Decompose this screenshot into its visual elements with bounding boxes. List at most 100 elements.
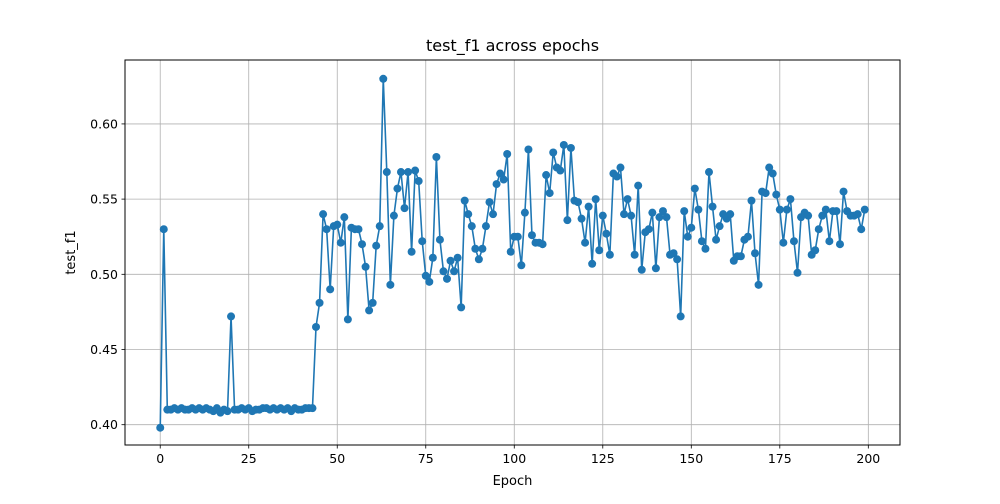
data-point [354, 225, 363, 234]
y-tick-label: 0.45 [90, 342, 118, 357]
ticks-layer: 0 25 50 75 100 125 150 175 200 0.40 0.45 0.50 0.55 0.… [90, 116, 880, 466]
data-point [418, 237, 427, 246]
x-tick-label: 25 [241, 451, 257, 466]
data-point [715, 222, 724, 231]
data-point [389, 211, 398, 220]
data-point [340, 213, 349, 222]
x-tick-label: 150 [679, 451, 703, 466]
data-point [450, 267, 459, 276]
data-point [156, 423, 165, 432]
data-point [818, 211, 827, 220]
data-point [524, 145, 533, 154]
data-point [358, 240, 367, 249]
data-point [786, 195, 795, 204]
data-point [563, 216, 572, 225]
data-point [768, 169, 777, 178]
data-point [726, 210, 735, 219]
data-point [425, 277, 434, 286]
data-point [680, 207, 689, 216]
data-point [860, 205, 869, 214]
data-point [644, 225, 653, 234]
data-point [322, 225, 331, 234]
data-point [811, 246, 820, 255]
data-point [779, 238, 788, 247]
data-point [853, 210, 862, 219]
grid-layer [125, 60, 900, 445]
data-point [687, 223, 696, 232]
data-point [627, 211, 636, 220]
data-point [835, 240, 844, 249]
data-point [556, 166, 565, 175]
data-point [616, 163, 625, 172]
data-point [584, 202, 593, 211]
data-point [712, 235, 721, 244]
data-point [223, 407, 232, 416]
data-point [651, 264, 660, 273]
data-point [503, 149, 512, 158]
data-point [704, 168, 713, 177]
data-point [623, 195, 632, 204]
data-point [637, 265, 646, 274]
data-point [782, 205, 791, 214]
data-point [312, 322, 321, 331]
chart-title: test_f1 across epochs [426, 36, 599, 56]
data-point [499, 175, 508, 184]
data-point [821, 205, 830, 214]
series-layer [156, 74, 869, 432]
data-point [365, 306, 374, 315]
y-tick-label: 0.40 [90, 417, 118, 432]
data-point [598, 211, 607, 220]
data-point [857, 225, 866, 234]
data-point [315, 298, 324, 307]
data-point [574, 198, 582, 207]
data-point [789, 237, 798, 246]
y-tick-label: 0.60 [90, 116, 118, 131]
x-tick-label: 200 [856, 451, 880, 466]
data-point [336, 238, 345, 247]
data-point [489, 210, 498, 219]
data-point [443, 274, 451, 283]
data-point [648, 208, 657, 217]
data-point [474, 255, 483, 264]
x-tick-label: 175 [768, 451, 792, 466]
data-point [446, 256, 455, 265]
data-point [414, 177, 423, 186]
data-point [478, 244, 487, 253]
data-point [343, 315, 352, 324]
data-point [754, 280, 763, 289]
data-point [396, 168, 405, 177]
data-point [404, 168, 413, 177]
data-point [375, 222, 384, 231]
data-point [690, 184, 699, 193]
y-tick-label: 0.50 [90, 267, 118, 282]
data-point [159, 225, 168, 234]
data-point [612, 172, 621, 181]
data-point [669, 249, 678, 258]
data-point [527, 231, 536, 240]
data-point [747, 196, 756, 205]
data-point [333, 220, 342, 229]
data-point [655, 213, 664, 222]
data-point [435, 235, 444, 244]
data-point [545, 189, 554, 198]
data-point [595, 246, 604, 255]
data-point [832, 207, 841, 216]
data-point [620, 210, 629, 219]
data-point [588, 259, 597, 268]
data-point [683, 232, 692, 241]
data-point [697, 237, 706, 246]
x-tick-label: 0 [156, 451, 164, 466]
data-point [694, 205, 703, 214]
data-point [839, 187, 848, 196]
y-axis-label: test_f1 [64, 230, 79, 274]
data-point [453, 253, 462, 262]
data-point [308, 404, 317, 413]
data-point [372, 241, 381, 250]
data-point [460, 196, 469, 205]
data-point [814, 225, 823, 234]
y-tick-label: 0.55 [90, 192, 118, 207]
data-point [708, 202, 717, 211]
data-point [825, 237, 834, 246]
data-point [605, 250, 614, 259]
